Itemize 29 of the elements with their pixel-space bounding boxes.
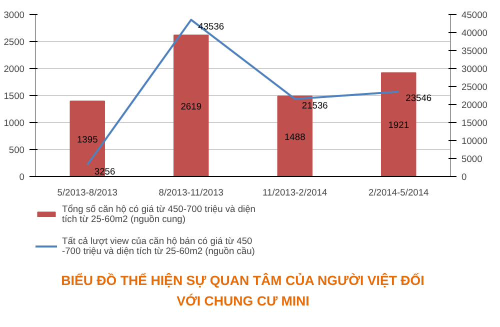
y-tick-label: 1500 — [4, 91, 25, 101]
data-label: 2619 — [180, 101, 202, 112]
y2-tick-label: 0 — [462, 172, 467, 182]
y-tick-label: 2000 — [4, 64, 25, 74]
legend-label: Tất cả lượt view của căn hộ bán có giá từ 450 -700 triệu và diện tích từ 25-60m2 (nguồn cầu) — [62, 235, 255, 258]
y2-tick-label: 45000 — [462, 10, 488, 20]
y2-tick-label: 30000 — [462, 64, 488, 74]
y2-tick-label: 20000 — [462, 100, 488, 110]
x-tick-label: 11/2013-2/2014 — [262, 188, 328, 198]
y-tick-label: 2500 — [4, 37, 25, 47]
y-tick-label: 0 — [19, 172, 25, 182]
y2-tick-label: 35000 — [462, 46, 488, 56]
y-tick-label: 500 — [8, 145, 25, 155]
y2-tick-label: 40000 — [462, 28, 488, 38]
y-tick-label: 3000 — [4, 10, 25, 20]
y2-tick-label: 15000 — [462, 118, 488, 128]
data-label: 1395 — [77, 134, 98, 144]
y2-tick-label: 10000 — [462, 136, 488, 146]
y-tick-label: 1000 — [4, 118, 25, 128]
text: BIỂU ĐỒ THỂ HIỆN SỰ QUAN TÂM CỦA NGƯỜI VIỆT ĐỐI VỚI CHUNG CƯ MINI — [61, 273, 424, 308]
data-label: 1488 — [284, 132, 306, 142]
data-label: 1921 — [388, 120, 410, 130]
y2-tick-label: 5000 — [462, 154, 482, 164]
legend-label: Tổng số căn hộ có giá từ 450-700 triệu và diện tích từ 25-60m2 (nguồn cung) — [62, 203, 256, 226]
x-tick-label: 5/2013-8/2013 — [57, 188, 118, 198]
y2-tick-label: 25000 — [462, 82, 488, 92]
x-tick-label: 2/2014-5/2014 — [368, 188, 429, 198]
bar — [174, 34, 209, 176]
x-tick-label: 8/2013-11/2013 — [158, 188, 224, 198]
